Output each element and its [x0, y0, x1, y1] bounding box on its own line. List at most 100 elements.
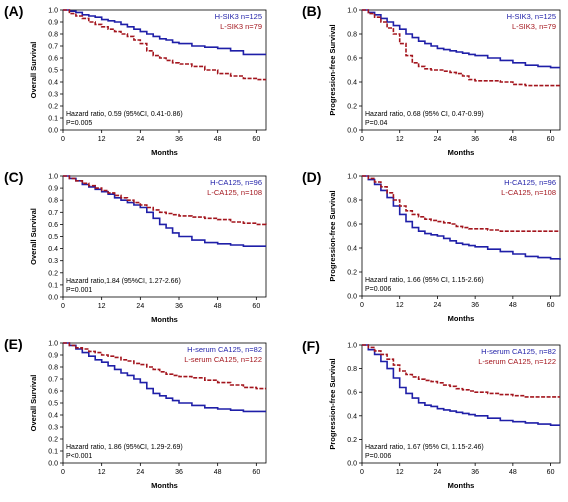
- panel-4-p-value: P=0.006: [365, 286, 391, 293]
- panel-1-xtick-label: 60: [252, 136, 260, 143]
- panel-3-curve-high: [63, 175, 266, 247]
- panel-5-label: (E): [4, 336, 23, 352]
- panel-5-xtick-label: 0: [61, 469, 65, 476]
- panel-1-xlabel: Months: [151, 148, 178, 157]
- panel-5-xtick-label: 48: [214, 469, 222, 476]
- panel-2-ytick-label: 0.0: [347, 128, 357, 135]
- panel-3-xtick-label: 24: [136, 303, 144, 310]
- panel-3-ytick-label: 0.1: [48, 282, 58, 289]
- panel-3-ytick-label: 0.4: [48, 246, 58, 253]
- panel-2-xtick-label: 60: [547, 136, 555, 143]
- panel-3-p-value: P=0.001: [66, 287, 92, 294]
- panel-2-legend-high: H-SIK3, n=125: [507, 12, 556, 21]
- panel-5-legend-high: H-serum CA125, n=82: [187, 345, 262, 354]
- panel-3-ytick-label: 0.0: [48, 295, 58, 302]
- panel-5-curve-low: [63, 342, 266, 390]
- panel-5-ytick-label: 0.2: [48, 437, 58, 444]
- panel-4-frame: [361, 175, 561, 297]
- panel-3-ylabel: Overall Survival: [29, 208, 38, 265]
- panel-3-legend-low: L-CA125, n=108: [207, 188, 262, 197]
- panel-1-ytick-label: 0.1: [48, 116, 58, 123]
- panel-1-legend-low: L-SIK3 n=79: [220, 22, 262, 31]
- panel-2-ytick-label: 0.6: [347, 56, 357, 63]
- panel-6-ytick-label: 0.4: [347, 413, 357, 420]
- panel-4-ylabel: Progression-free Survival: [328, 190, 337, 281]
- panel-4-hazard-ratio: Hazard ratio, 1.66 (95% CI, 1.15-2.66): [365, 277, 484, 284]
- panel-5-hazard-ratio: Hazard ratio, 1.86 (95%CI, 1.29-2.69): [66, 444, 183, 451]
- panel-2-xtick-label: 0: [360, 136, 364, 143]
- panel-6-ylabel: Progression-free Survival: [328, 358, 337, 449]
- panel-6-ytick-label: 0.6: [347, 390, 357, 397]
- panel-1-ytick-label: 0.3: [48, 92, 58, 99]
- panel-2-p-value: P=0.04: [365, 120, 387, 127]
- panel-5-ytick-label: 0.3: [48, 425, 58, 432]
- panel-4-ytick-label: 0.6: [347, 222, 357, 229]
- panel-1-hazard-ratio: Hazard ratio, 0.59 (95%CI, 0.41-0.86): [66, 111, 183, 118]
- panel-3-ytick-label: 0.3: [48, 258, 58, 265]
- panel-3-hazard-ratio: Hazard ratio,1.84 (95%CI, 1.27-2.66): [66, 278, 181, 285]
- panel-1-xtick-label: 24: [136, 136, 144, 143]
- panel-6-legend-high: H-serum CA125, n=82: [481, 347, 556, 356]
- panel-6-curve-high: [362, 344, 560, 426]
- panel-1-curve-low: [63, 9, 266, 81]
- panel-3-xtick-label: 48: [214, 303, 222, 310]
- panel-6-legend-low: L-serum CA125, n=122: [478, 357, 556, 366]
- panel-5-ytick-label: 0.4: [48, 413, 58, 420]
- panel-3-xtick-label: 12: [98, 303, 106, 310]
- panel-4-xtick-label: 60: [547, 302, 555, 309]
- panel-2-xtick-label: 36: [471, 136, 479, 143]
- panel-5-xtick-label: 36: [175, 469, 183, 476]
- panel-2-xlabel: Months: [448, 148, 475, 157]
- panel-2-legend-low: L-SIK3, n=79: [512, 22, 556, 31]
- panel-5-ytick-label: 0.7: [48, 377, 58, 384]
- panel-5-ytick-label: 0.1: [48, 449, 58, 456]
- panel-1-ylabel: Overall Survival: [29, 42, 38, 99]
- panel-3-xtick-label: 60: [252, 303, 260, 310]
- panel-6-p-value: P=0.006: [365, 453, 391, 460]
- panel-1-p-value: P=0.005: [66, 120, 92, 127]
- panel-5-ytick-label: 0.5: [48, 401, 58, 408]
- panel-6-ytick-label: 1.0: [347, 343, 357, 350]
- panel-3-curve-low: [63, 175, 267, 226]
- panel-6-ytick-label: 0.2: [347, 437, 357, 444]
- panel-5-xlabel: Months: [151, 481, 178, 490]
- panel-4-xtick-label: 0: [360, 302, 364, 309]
- panel-4-xtick-label: 48: [509, 302, 517, 309]
- panel-4-legend-high: H-CA125, n=96: [504, 178, 556, 187]
- panel-1-label: (A): [4, 3, 23, 19]
- panel-5-ytick-label: 0.9: [48, 353, 58, 360]
- panel-2-xtick-label: 48: [509, 136, 517, 143]
- panel-2-ytick-label: 0.2: [347, 104, 357, 111]
- panel-3-ytick-label: 0.5: [48, 234, 58, 241]
- panel-5-ytick-label: 1.0: [48, 341, 58, 348]
- panel-1-ytick-label: 0.5: [48, 68, 58, 75]
- panel-1-xtick-label: 48: [214, 136, 222, 143]
- panel-1-xtick-label: 12: [98, 136, 106, 143]
- panel-6-xtick-label: 60: [547, 469, 555, 476]
- panel-6-xtick-label: 36: [471, 469, 479, 476]
- panel-2-ytick-label: 0.4: [347, 80, 357, 87]
- panel-3-xlabel: Months: [151, 315, 178, 324]
- panel-4-ytick-label: 0.2: [347, 270, 357, 277]
- panel-1-xtick-label: 36: [175, 136, 183, 143]
- panel-1-ytick-label: 0.8: [48, 32, 58, 39]
- panel-2-frame: [361, 9, 561, 131]
- panel-3-legend-high: H-CA125, n=96: [210, 178, 262, 187]
- panel-2-ylabel: Progression-free Survival: [328, 24, 337, 115]
- panel-5-ytick-label: 0.6: [48, 389, 58, 396]
- panel-1-ytick-label: 0.6: [48, 56, 58, 63]
- panel-1-curve-high: [63, 9, 266, 56]
- panel-5-xtick-label: 60: [252, 469, 260, 476]
- panel-5-xtick-label: 24: [136, 469, 144, 476]
- panel-3-xtick-label: 0: [61, 303, 65, 310]
- panel-5-xtick-label: 12: [98, 469, 106, 476]
- panel-6-xtick-label: 0: [360, 469, 364, 476]
- panel-2-hazard-ratio: Hazard ratio, 0.68 (95% CI, 0.47-0.99): [365, 111, 484, 118]
- panel-1-ytick-label: 0.7: [48, 44, 58, 51]
- panel-4-curve-high: [362, 175, 561, 260]
- panel-5-legend-low: L-serum CA125, n=122: [184, 355, 262, 364]
- panel-2-curve-low: [362, 9, 560, 87]
- panel-5-ylabel: Overall Survival: [29, 375, 38, 432]
- panel-6-xtick-label: 48: [509, 469, 517, 476]
- panel-4-xtick-label: 36: [471, 302, 479, 309]
